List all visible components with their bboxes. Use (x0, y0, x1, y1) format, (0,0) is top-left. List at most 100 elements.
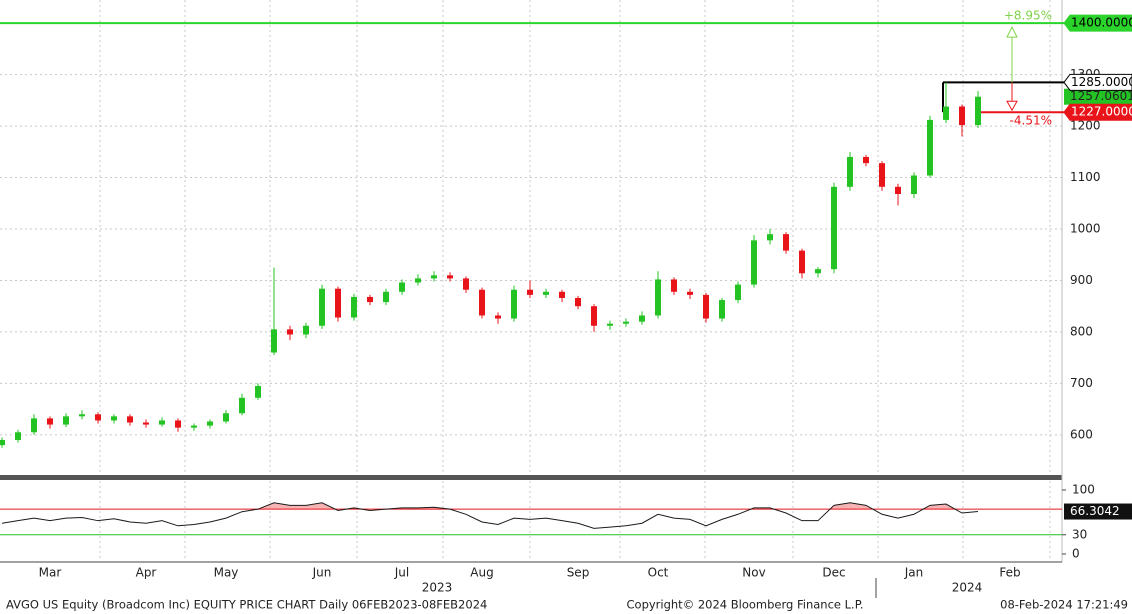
last-price-label: 1257.0601 (1070, 89, 1132, 103)
candle-body (975, 96, 981, 126)
candle-body (815, 269, 821, 274)
last-value-label: 66.3042 (1070, 504, 1120, 518)
candle-body (575, 297, 581, 307)
candle-body (319, 288, 325, 326)
footer-right: 08-Feb-2024 17:21:49 (1000, 598, 1128, 612)
candle-body (15, 432, 21, 441)
candle-body (735, 284, 741, 301)
x-tick-label: Nov (742, 566, 765, 580)
candle-body (31, 418, 37, 433)
x-tick-label: Sep (567, 566, 590, 580)
candle-body (527, 289, 533, 295)
candle-body (751, 240, 757, 285)
candle-body (191, 425, 197, 428)
candle-body (783, 234, 789, 251)
candle-body (543, 291, 549, 295)
candle-body (207, 421, 213, 426)
candle-body (303, 325, 309, 335)
candle-body (0, 440, 5, 446)
candle-body (463, 278, 469, 290)
y-tick-label: 700 (1070, 376, 1093, 390)
candle-body (287, 329, 293, 335)
y-tick-label: 800 (1070, 324, 1093, 338)
reference-label: 1227.0000 (1071, 105, 1132, 119)
last-value-box (1064, 503, 1132, 520)
candle-body (127, 416, 133, 423)
candle-body (143, 422, 149, 425)
candle-body (111, 416, 117, 421)
candle-body (335, 288, 341, 318)
candle-body (911, 175, 917, 195)
candle-body (895, 186, 901, 195)
rsi-line (1, 502, 979, 529)
candle-body (399, 282, 405, 292)
candle-body (47, 418, 53, 425)
label-box (1063, 73, 1132, 91)
x-tick-label: Apr (136, 566, 157, 580)
candle-body (607, 323, 613, 326)
label-box (1063, 14, 1132, 32)
y-tick-label: 900 (1070, 273, 1093, 287)
x-tick-label: Jul (394, 566, 409, 580)
reference-label: 1285.0000 (1071, 75, 1132, 89)
candle-body (639, 315, 645, 322)
candle-body (367, 296, 373, 303)
candle-body (623, 321, 629, 324)
candle-body (831, 186, 837, 270)
candle-body (159, 420, 165, 425)
candle-body (671, 279, 677, 292)
y-tick-label: 1100 (1070, 170, 1101, 184)
candle-body (479, 289, 485, 316)
candle-body (495, 315, 501, 319)
candle-body (415, 278, 421, 283)
annotation: +8.95% (1004, 9, 1052, 23)
x-tick-label: Mar (39, 566, 62, 580)
candle-body (847, 156, 853, 187)
down-arrow-head (1006, 100, 1018, 112)
x-tick-label: Feb (999, 566, 1020, 580)
x-tick-label: Jan (904, 566, 924, 580)
candle-body (655, 279, 661, 316)
candle-body (223, 413, 229, 422)
y-tick-label: 1000 (1070, 222, 1101, 236)
candle-body (687, 291, 693, 295)
y-tick-label: 30 (1072, 527, 1087, 541)
y-tick-label: 600 (1070, 427, 1093, 441)
candle-body (863, 156, 869, 164)
candle-body (95, 414, 101, 421)
y-tick-label: 100 (1072, 482, 1095, 496)
candle-body (511, 289, 517, 319)
x-tick-label: Oct (648, 566, 669, 580)
candle-body (591, 306, 597, 326)
reference-label: 1400.0000 (1071, 16, 1132, 30)
candle-body (79, 414, 85, 417)
label-box (1063, 103, 1132, 121)
y-tick-label: 1200 (1070, 119, 1101, 133)
candle-body (431, 275, 437, 279)
footer-center: Copyright© 2024 Bloomberg Finance L.P. (627, 598, 864, 612)
candle-body (767, 234, 773, 241)
candle-body (559, 291, 565, 298)
footer-left: AVGO US Equity (Broadcom Inc) EQUITY PRI… (6, 598, 487, 612)
candle-body (943, 106, 949, 120)
candle-body (447, 275, 453, 279)
y-tick-label: 0 (1072, 546, 1080, 560)
panel-separator (0, 475, 1062, 480)
candle-body (383, 291, 389, 303)
year-label: 2023 (422, 581, 453, 595)
up-arrow-head (1006, 26, 1018, 38)
x-tick-label: Jun (312, 566, 332, 580)
candle-body (703, 294, 709, 319)
candle-body (63, 416, 69, 425)
annotation: -4.51% (1010, 114, 1052, 128)
last-price-box (1064, 88, 1132, 105)
x-tick-label: May (214, 566, 239, 580)
candle-body (799, 250, 805, 274)
candle-body (239, 397, 245, 414)
candle-body (271, 329, 277, 353)
x-tick-label: Aug (470, 566, 493, 580)
candle-body (927, 119, 933, 176)
candle-body (879, 163, 885, 187)
